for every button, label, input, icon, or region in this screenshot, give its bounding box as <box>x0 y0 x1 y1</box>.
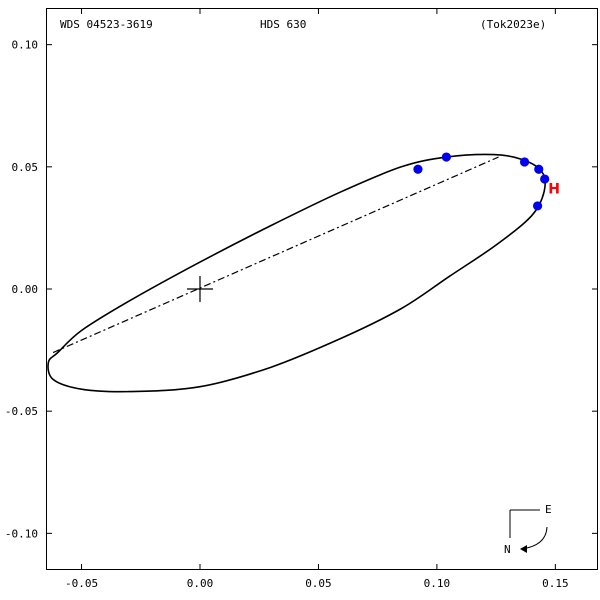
y-tick-label: 0.05 <box>12 161 39 174</box>
observation-points <box>413 152 550 211</box>
x-tick-label: 0.05 <box>305 577 332 590</box>
compass-east-label: E <box>545 503 552 516</box>
y-tick-label: -0.10 <box>5 527 38 540</box>
observation-point <box>534 164 544 174</box>
x-tick-label: 0.10 <box>424 577 451 590</box>
orbit-ellipse <box>47 153 546 393</box>
x-tick-label: 0.00 <box>187 577 214 590</box>
observation-point <box>441 152 451 162</box>
x-tick-label: -0.05 <box>65 577 98 590</box>
y-tick-label: 0.00 <box>12 283 39 296</box>
compass-north-label: N <box>504 543 511 556</box>
y-axis: 0.10 0.05 0.00 -0.05 -0.10 <box>5 39 598 540</box>
reference-label: (Tok2023e) <box>480 18 546 31</box>
primary-star-cross <box>186 276 213 302</box>
compass: E N <box>504 503 552 556</box>
observation-point <box>532 201 543 211</box>
wds-label: WDS 04523-3619 <box>60 18 153 31</box>
discoverer-label: HDS 630 <box>260 18 306 31</box>
annotation-label: H <box>548 182 560 198</box>
y-tick-label: -0.05 <box>5 405 38 418</box>
x-tick-label: 0.15 <box>542 577 569 590</box>
y-tick-label: 0.10 <box>12 39 39 52</box>
observation-point <box>519 157 530 167</box>
observation-point <box>540 174 550 184</box>
line-of-nodes <box>52 156 499 354</box>
observation-point <box>413 164 423 174</box>
x-axis: -0.05 0.00 0.05 0.10 0.15 <box>65 8 569 590</box>
annotations: H <box>548 182 560 198</box>
compass-arrowhead <box>520 545 527 553</box>
